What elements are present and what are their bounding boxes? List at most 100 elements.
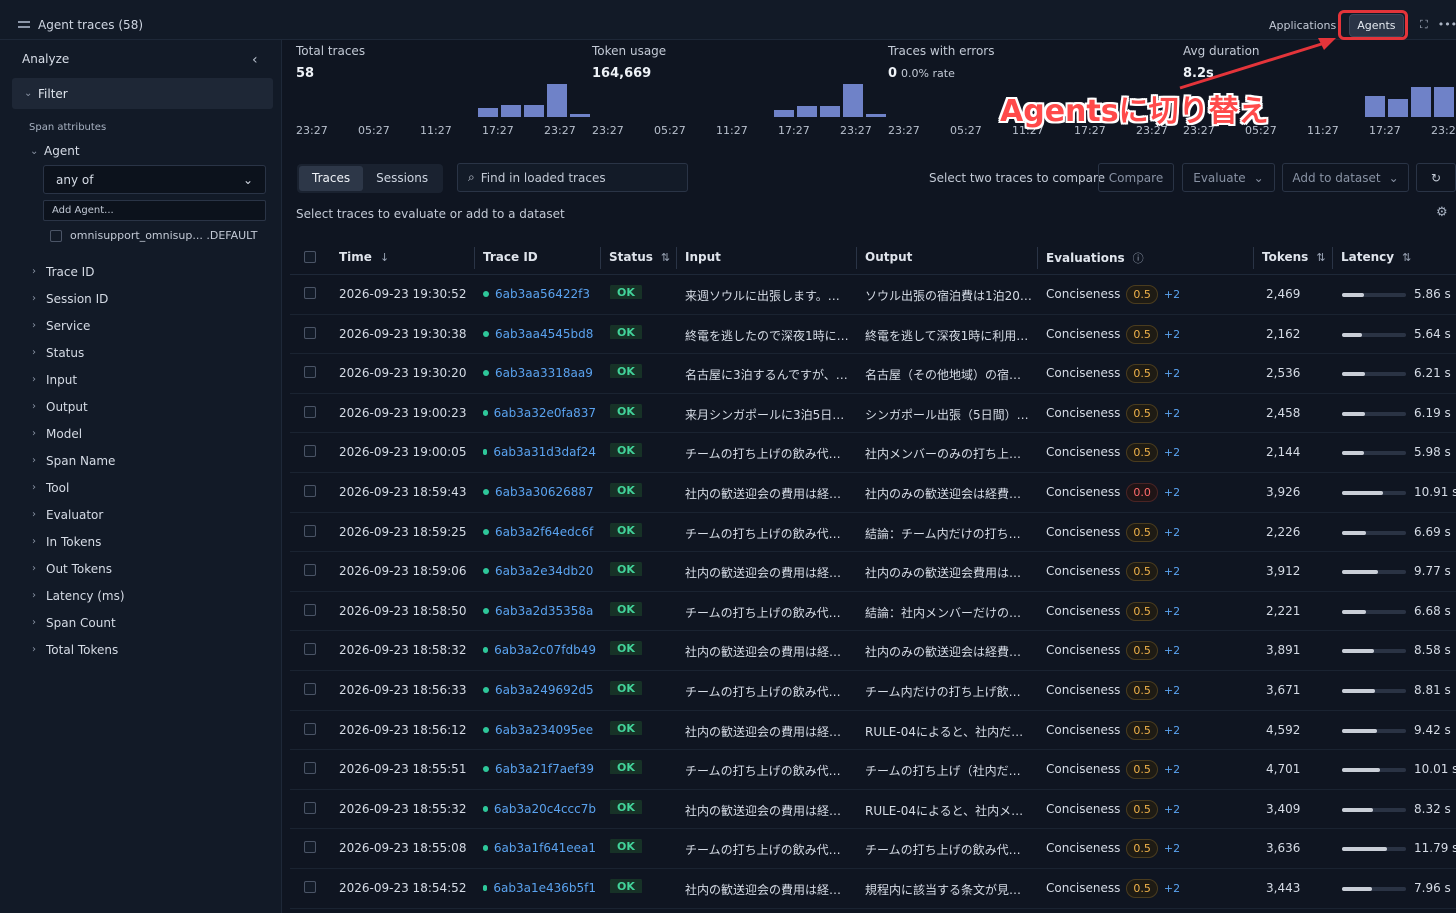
add-agent-input[interactable]: Add Agent... <box>43 200 266 221</box>
score-badge[interactable]: 0.5 <box>1126 879 1158 898</box>
score-badge[interactable]: 0.5 <box>1126 839 1158 859</box>
collapse-sidebar-icon[interactable]: ‹ <box>252 52 258 68</box>
filter-attribute-item[interactable]: › Input <box>32 366 125 393</box>
row-checkbox[interactable] <box>304 841 316 854</box>
agent-filter-header[interactable]: ⌄ Agent <box>30 144 80 158</box>
filter-attribute-item[interactable]: › Output <box>32 393 125 420</box>
score-badge[interactable]: 0.5 <box>1126 522 1158 542</box>
row-trace-id[interactable]: 6ab3a32e0fa837 <box>483 406 596 420</box>
row-trace-id[interactable]: 6ab3a21f7aef39 <box>483 762 596 776</box>
more-icon[interactable]: ••• <box>1437 18 1456 31</box>
score-badge[interactable]: 0.5 <box>1126 562 1158 582</box>
compare-button[interactable]: Compare <box>1098 163 1174 192</box>
row-trace-id[interactable]: 6ab3aa3318aa9 <box>483 366 596 380</box>
row-checkbox[interactable] <box>304 524 316 537</box>
evaluate-button[interactable]: Evaluate ⌄ <box>1182 163 1275 192</box>
table-row[interactable]: 2026-09-23 18:55:32 6ab3a20c4ccc7b OK 社内の歓送… <box>290 790 1456 830</box>
table-row[interactable]: 2026-09-23 19:00:05 6ab3a31d3daf24 OK チームの打… <box>290 433 1456 473</box>
more-evaluations-link[interactable]: +2 <box>1163 406 1181 420</box>
table-row[interactable]: 2026-09-23 19:30:20 6ab3aa3318aa9 OK 名古屋に3泊… <box>290 354 1456 394</box>
filter-attribute-item[interactable]: › Session ID <box>32 285 125 312</box>
score-badge[interactable]: 0.5 <box>1126 443 1158 463</box>
column-status[interactable]: Status ⇅ <box>609 250 670 264</box>
row-checkbox[interactable] <box>304 603 316 616</box>
agent-option-checkbox[interactable] <box>50 229 62 242</box>
row-checkbox[interactable] <box>304 287 316 299</box>
column-divider[interactable] <box>676 247 677 269</box>
more-evaluations-link[interactable]: +2 <box>1163 882 1181 895</box>
filter-attribute-item[interactable]: › Service <box>32 312 125 339</box>
score-badge[interactable]: 0.5 <box>1126 601 1158 621</box>
table-row[interactable]: 2026-09-23 18:55:51 6ab3a21f7aef39 OK チームの打… <box>290 750 1456 790</box>
row-trace-id[interactable]: 6ab3a20c4ccc7b <box>483 802 596 816</box>
score-badge[interactable]: 0.5 <box>1126 799 1158 819</box>
score-badge[interactable]: 0.0 <box>1126 483 1158 502</box>
row-checkbox[interactable] <box>304 366 316 379</box>
more-evaluations-link[interactable]: +2 <box>1163 763 1181 777</box>
expand-icon[interactable]: ⛶ <box>1420 18 1428 31</box>
column-divider[interactable] <box>474 247 475 269</box>
table-row[interactable]: 2026-09-23 19:00:23 6ab3a32e0fa837 OK 来月シンガ… <box>290 394 1456 434</box>
row-checkbox[interactable] <box>304 683 316 695</box>
more-evaluations-link[interactable]: +2 <box>1163 644 1181 658</box>
filter-attribute-item[interactable]: › Status <box>32 339 125 366</box>
more-evaluations-link[interactable]: +2 <box>1163 565 1181 579</box>
agents-toggle[interactable]: Agents <box>1349 14 1404 37</box>
table-row[interactable]: 2026-09-23 18:58:32 6ab3a2c07fdb49 OK 社内の歓送… <box>290 631 1456 671</box>
filter-attribute-item[interactable]: › Tool <box>32 474 125 501</box>
row-trace-id[interactable]: 6ab3a2d35358a <box>483 604 596 618</box>
row-checkbox[interactable] <box>304 326 316 339</box>
score-badge[interactable]: 0.5 <box>1126 720 1158 740</box>
applications-toggle[interactable]: Applications <box>1269 19 1337 32</box>
agent-option[interactable]: omnisupport_omnisup... .DEFAULT <box>50 229 258 242</box>
column-input[interactable]: Input <box>685 250 721 264</box>
filter-attribute-item[interactable]: › Out Tokens <box>32 555 125 582</box>
row-trace-id[interactable]: 6ab3aa4545bd8 <box>483 327 596 341</box>
column-evaluations[interactable]: Evaluations ⓘ <box>1046 250 1144 266</box>
score-badge[interactable]: 0.5 <box>1126 760 1158 780</box>
column-divider[interactable] <box>1332 247 1333 269</box>
table-row[interactable]: 2026-09-23 18:56:33 6ab3a249692d5 OK チームの打ち… <box>290 671 1456 711</box>
search-input[interactable]: ⌕ Find in loaded traces <box>457 163 688 192</box>
row-trace-id[interactable]: 6ab3a2c07fdb49 <box>483 643 596 657</box>
column-latency[interactable]: Latency ⇅ <box>1341 250 1411 264</box>
table-row[interactable]: 2026-09-23 18:59:25 6ab3a2f64edc6f OK チームの打… <box>290 513 1456 553</box>
row-trace-id[interactable]: 6ab3a2f64edc6f <box>483 525 596 539</box>
row-checkbox[interactable] <box>304 801 316 814</box>
row-trace-id[interactable]: 6ab3a2e34db20 <box>483 564 596 578</box>
row-trace-id[interactable]: 6ab3a31d3daf24 <box>483 445 596 459</box>
more-evaluations-link[interactable]: +2 <box>1163 684 1181 697</box>
table-row[interactable]: 2026-09-23 18:54:52 6ab3a1e436b5f1 OK 社内の歓送… <box>290 869 1456 909</box>
filter-attribute-item[interactable]: › Span Name <box>32 447 125 474</box>
select-all-checkbox[interactable] <box>304 251 316 263</box>
column-tokens[interactable]: Tokens ⇅ <box>1262 250 1326 264</box>
more-evaluations-link[interactable]: +2 <box>1163 367 1181 381</box>
table-row[interactable]: 2026-09-23 18:59:06 6ab3a2e34db20 OK 社内の歓送迎… <box>290 552 1456 592</box>
more-evaluations-link[interactable]: +2 <box>1163 723 1181 737</box>
filter-attribute-item[interactable]: › Trace ID <box>32 258 125 285</box>
score-badge[interactable]: 0.5 <box>1126 364 1158 384</box>
table-row[interactable]: 2026-09-23 18:59:43 6ab3a30626887 OK 社内の歓送迎… <box>290 473 1456 513</box>
filter-section-header[interactable]: ⌄ Filter <box>12 78 273 109</box>
tab-traces[interactable]: Traces <box>299 166 364 191</box>
row-checkbox[interactable] <box>304 762 316 775</box>
row-trace-id[interactable]: 6ab3a234095ee <box>483 723 596 737</box>
more-evaluations-link[interactable]: +2 <box>1163 288 1181 301</box>
table-row[interactable]: 2026-09-23 18:58:50 6ab3a2d35358a OK チームの打ち… <box>290 592 1456 632</box>
table-row[interactable]: 2026-09-23 19:30:38 6ab3aa4545bd8 OK 終電を逃した… <box>290 315 1456 355</box>
score-badge[interactable]: 0.5 <box>1126 285 1158 304</box>
more-evaluations-link[interactable]: +2 <box>1163 486 1181 499</box>
add-to-dataset-button[interactable]: Add to dataset ⌄ <box>1282 163 1409 192</box>
row-trace-id[interactable]: 6ab3a1f641eea1 <box>483 841 596 855</box>
filter-attribute-item[interactable]: › Model <box>32 420 125 447</box>
filter-attribute-item[interactable]: › Total Tokens <box>32 636 125 663</box>
filter-attribute-item[interactable]: › Evaluator <box>32 501 125 528</box>
agent-match-select[interactable]: any of ⌄ <box>43 165 266 194</box>
row-checkbox[interactable] <box>304 881 316 893</box>
more-evaluations-link[interactable]: +2 <box>1163 604 1181 618</box>
score-badge[interactable]: 0.5 <box>1126 403 1158 423</box>
row-checkbox[interactable] <box>304 485 316 497</box>
gear-icon[interactable]: ⚙ <box>1436 205 1448 220</box>
score-badge[interactable]: 0.5 <box>1126 324 1158 344</box>
more-evaluations-link[interactable]: +2 <box>1163 327 1181 341</box>
